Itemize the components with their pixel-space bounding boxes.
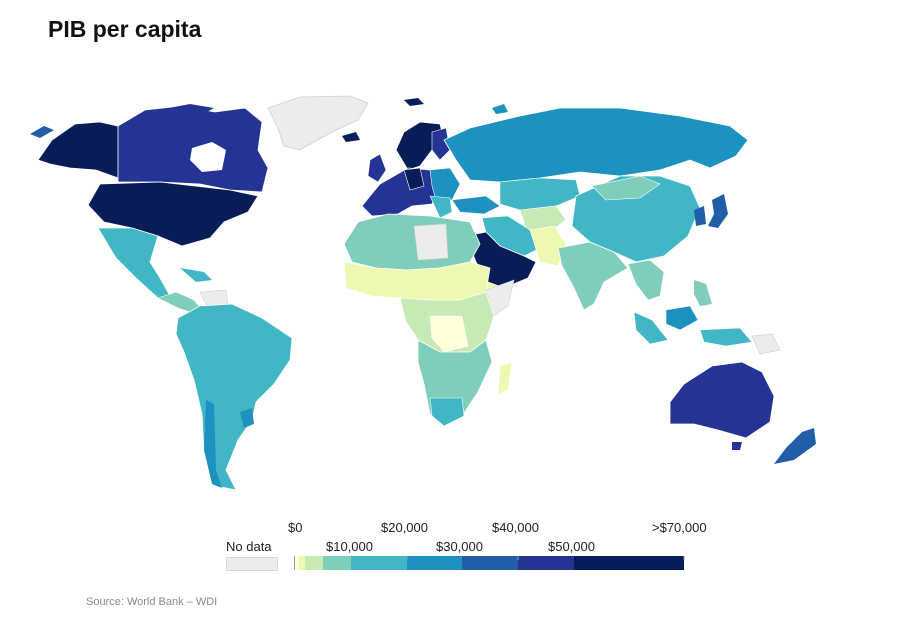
novaya-zemlya xyxy=(492,104,508,114)
japan xyxy=(708,194,728,228)
chile xyxy=(204,400,222,488)
mexico xyxy=(97,227,171,299)
australia xyxy=(669,361,775,439)
korea xyxy=(694,206,706,226)
malaysia-borneo xyxy=(665,305,699,331)
finland xyxy=(431,127,451,161)
south-america xyxy=(175,303,293,491)
southeast-asia xyxy=(627,259,665,301)
uruguay xyxy=(240,408,254,428)
source-note: Source: World Bank – WDI xyxy=(86,596,218,608)
mongolia xyxy=(591,175,661,201)
kazakhstan xyxy=(499,177,581,211)
legend-tick-0: $0 xyxy=(288,520,303,535)
madagascar xyxy=(497,361,513,395)
legend-bin-3 xyxy=(305,556,323,570)
indonesia xyxy=(633,311,753,347)
new-zealand xyxy=(774,428,816,464)
iceland xyxy=(342,132,360,142)
legend-bin-8 xyxy=(518,556,574,570)
libya-nodata xyxy=(413,223,449,261)
legend-tick-40000: $40,000 xyxy=(492,520,539,535)
south-africa xyxy=(429,397,465,427)
hudson-bay xyxy=(190,142,226,172)
legend-tick-30000: $30,000 xyxy=(436,539,483,554)
legend-bin-7 xyxy=(462,556,518,570)
map-title: PIB per capita xyxy=(48,16,202,42)
germany xyxy=(403,167,425,191)
turkey xyxy=(451,195,501,215)
uk-ireland xyxy=(367,153,387,183)
arctic-islands xyxy=(148,104,214,118)
legend-bin-5 xyxy=(351,556,407,570)
philippines xyxy=(694,280,712,306)
svalbard xyxy=(404,98,424,106)
legend-bin-9 xyxy=(574,556,684,570)
legend-bin-2 xyxy=(299,556,305,570)
papua-nodata xyxy=(751,333,781,355)
legend-no-data-label: No data xyxy=(226,539,272,554)
alaska-tip xyxy=(30,126,54,138)
caribbean xyxy=(180,268,212,282)
drc xyxy=(429,315,469,353)
tasmania xyxy=(732,442,742,450)
legend-bin-1 xyxy=(294,556,299,570)
russia xyxy=(443,107,749,183)
legend-tick-50000: $50,000 xyxy=(548,539,595,554)
legend-bin-4 xyxy=(323,556,351,570)
north-africa xyxy=(343,213,481,271)
legend-color-bar xyxy=(294,556,685,570)
legend-tick-70000: >$70,000 xyxy=(652,520,707,535)
legend-no-data-swatch xyxy=(226,557,278,571)
legend-bin-6 xyxy=(407,556,462,570)
legend-tick-20000: $20,000 xyxy=(381,520,428,535)
balkans xyxy=(429,195,453,219)
legend-tick-10000: $10,000 xyxy=(326,539,373,554)
eastern-europe xyxy=(429,167,461,201)
greenland xyxy=(267,95,369,151)
